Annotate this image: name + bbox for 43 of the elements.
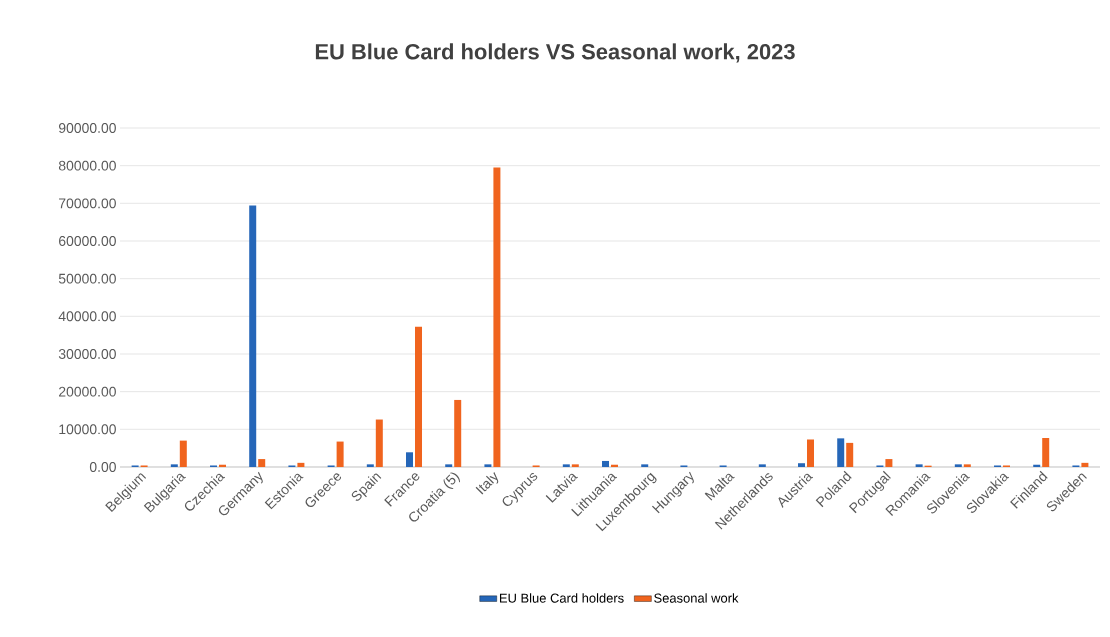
- y-tick-label: 0.00: [89, 462, 116, 472]
- bar: [170, 464, 178, 467]
- y-tick-label: 20000.00: [59, 386, 116, 397]
- bar: [571, 464, 579, 467]
- bar: [915, 464, 923, 467]
- y-tick-label: 70000.00: [59, 198, 116, 209]
- bar: [406, 452, 414, 467]
- bar: [885, 459, 893, 467]
- bar: [366, 464, 374, 467]
- y-tick-label: 10000.00: [59, 424, 116, 435]
- bar: [454, 399, 462, 467]
- bar: [641, 464, 649, 467]
- legend-label: Seasonal work: [654, 593, 739, 603]
- bar: [758, 464, 766, 467]
- y-tick-label: 90000.00: [58, 123, 116, 133]
- legend-label: EU Blue Card holders: [499, 593, 624, 603]
- bar: [1042, 437, 1050, 467]
- bar: [963, 464, 971, 467]
- y-tick-label: 50000.00: [58, 273, 116, 284]
- x-tick-label: Italy: [475, 472, 499, 495]
- bar: [837, 438, 845, 467]
- bar: [336, 441, 344, 467]
- y-tick-label: 40000.00: [58, 311, 116, 322]
- bar: [493, 167, 501, 467]
- y-tick-label: 60000.00: [59, 236, 116, 246]
- bar: [484, 464, 492, 467]
- bar: [297, 462, 305, 467]
- bar: [445, 464, 453, 467]
- bar: [179, 440, 187, 467]
- bar: [562, 464, 570, 467]
- bar: [375, 419, 383, 467]
- bar: [954, 464, 962, 467]
- bar: [415, 326, 423, 467]
- y-tick-label: 30000.00: [58, 349, 116, 359]
- bar: [798, 463, 806, 467]
- bar: [602, 460, 610, 467]
- bar: [258, 459, 266, 467]
- bar: [846, 442, 854, 467]
- bar: [1081, 462, 1089, 467]
- bar: [249, 205, 257, 467]
- y-tick-label: 80000.00: [58, 160, 116, 171]
- chart-title: EU Blue Card holders VS Seasonal work, 2023: [315, 43, 795, 63]
- bar: [807, 439, 815, 467]
